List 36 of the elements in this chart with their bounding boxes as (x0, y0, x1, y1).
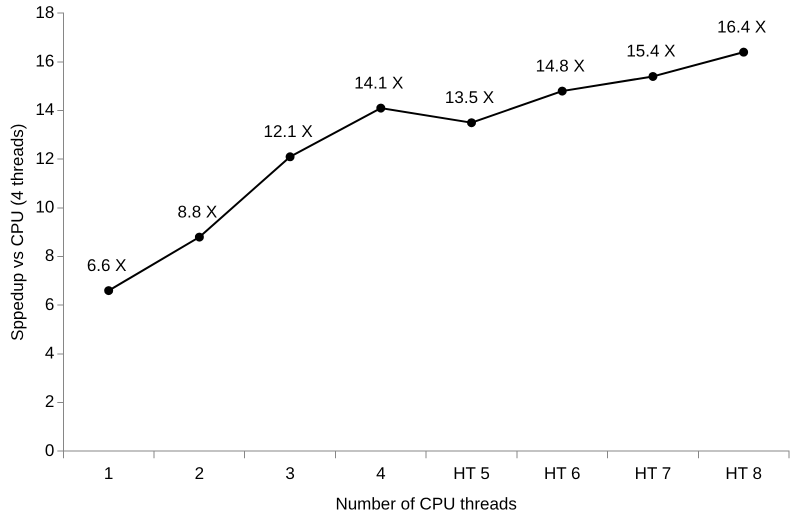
point (467, 118, 476, 128)
y-tick-label: 16 (35, 52, 54, 71)
x-tick-label: HT 5 (453, 464, 490, 484)
x-tick-label: 1 (104, 464, 114, 484)
y-tick-label: 4 (44, 344, 54, 363)
y-axis-title: Sppedup vs CPU (4 threads) (8, 124, 27, 341)
point (286, 152, 295, 162)
y-tick-label: 8 (44, 246, 54, 266)
y-tick-label: 18 (35, 2, 54, 22)
x-tick-label: HT 6 (544, 464, 580, 484)
y-tick-label: 0 (44, 440, 54, 460)
x-tick-label: HT 7 (634, 464, 672, 484)
y-tick-label: 2 (44, 392, 54, 412)
y-tick-label: 6 (44, 294, 54, 314)
point (194, 232, 204, 242)
x-tick-label: 4 (376, 464, 386, 484)
x-tick-label: 3 (285, 464, 295, 484)
data-label: 15.4 X (626, 42, 676, 61)
point (648, 72, 658, 81)
x-tick-label: 2 (194, 464, 204, 484)
data-label: 16.4 X (717, 17, 766, 36)
point (558, 86, 567, 96)
y-tick-label: 10 (35, 198, 54, 217)
data-label: 14.8 X (536, 56, 585, 76)
point (104, 286, 114, 296)
x-tick-label: HT 8 (725, 464, 762, 484)
data-label: 14.1 X (354, 73, 404, 92)
data-label: 6.6 X (86, 256, 127, 275)
point (376, 104, 386, 113)
x-axis-title: Number of CPU threads (335, 494, 517, 514)
y-tick-label: 14 (35, 100, 54, 120)
data-label: 12.1 X (264, 122, 313, 141)
y-tick-label: 12 (35, 148, 54, 168)
point (739, 48, 748, 57)
data-label: 8.8 X (178, 202, 218, 222)
data-label: 13.5 X (444, 88, 494, 107)
